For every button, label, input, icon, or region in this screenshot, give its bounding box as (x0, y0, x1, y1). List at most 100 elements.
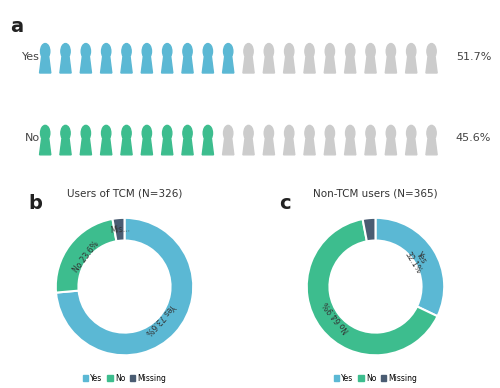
Circle shape (142, 43, 152, 59)
Polygon shape (202, 57, 213, 73)
Circle shape (61, 43, 70, 59)
Circle shape (122, 125, 131, 141)
Polygon shape (324, 139, 336, 155)
Polygon shape (60, 139, 71, 155)
Polygon shape (365, 139, 376, 155)
Circle shape (81, 43, 90, 59)
Polygon shape (121, 57, 132, 73)
Polygon shape (121, 139, 132, 155)
Circle shape (325, 125, 334, 141)
Polygon shape (344, 139, 356, 155)
Polygon shape (40, 139, 51, 155)
Polygon shape (406, 139, 417, 155)
Wedge shape (307, 219, 438, 355)
Polygon shape (141, 57, 152, 73)
Text: c: c (280, 194, 291, 213)
Circle shape (81, 125, 90, 141)
Circle shape (244, 43, 253, 59)
Circle shape (203, 43, 212, 59)
Text: Yes 73.6%: Yes 73.6% (144, 302, 176, 336)
Circle shape (102, 43, 111, 59)
Text: 51.7%: 51.7% (456, 52, 491, 62)
Circle shape (386, 125, 396, 141)
Polygon shape (426, 57, 437, 73)
Polygon shape (243, 57, 254, 73)
Circle shape (224, 43, 233, 59)
Polygon shape (263, 57, 274, 73)
Legend: Yes, No, Missing: Yes, No, Missing (330, 371, 420, 386)
Circle shape (346, 125, 355, 141)
Polygon shape (222, 57, 234, 73)
Circle shape (142, 125, 152, 141)
Polygon shape (182, 139, 193, 155)
Polygon shape (100, 57, 112, 73)
Circle shape (162, 43, 172, 59)
Circle shape (427, 43, 436, 59)
Polygon shape (284, 57, 295, 73)
Polygon shape (385, 57, 396, 73)
Circle shape (427, 125, 436, 141)
Circle shape (366, 43, 375, 59)
Circle shape (305, 43, 314, 59)
Circle shape (386, 43, 396, 59)
Polygon shape (344, 57, 356, 73)
Circle shape (346, 43, 355, 59)
Circle shape (325, 43, 334, 59)
Circle shape (406, 125, 416, 141)
Polygon shape (100, 139, 112, 155)
Circle shape (224, 125, 233, 141)
Circle shape (264, 125, 274, 141)
Text: No: No (25, 133, 40, 144)
Polygon shape (80, 139, 92, 155)
Polygon shape (141, 139, 152, 155)
Polygon shape (222, 139, 234, 155)
Legend: Yes, No, Missing: Yes, No, Missing (80, 371, 170, 386)
Circle shape (183, 43, 192, 59)
Circle shape (366, 125, 375, 141)
Circle shape (122, 43, 131, 59)
Circle shape (162, 125, 172, 141)
Circle shape (305, 125, 314, 141)
Wedge shape (112, 218, 124, 241)
Circle shape (40, 125, 50, 141)
Polygon shape (284, 139, 295, 155)
Title: Non-TCM users (N=365): Non-TCM users (N=365) (313, 189, 438, 199)
Wedge shape (362, 218, 376, 241)
Text: No 64.9%: No 64.9% (322, 300, 351, 334)
Polygon shape (162, 139, 173, 155)
Polygon shape (263, 139, 274, 155)
Circle shape (406, 43, 416, 59)
Text: Mis...: Mis... (109, 224, 130, 235)
Circle shape (102, 125, 111, 141)
Polygon shape (40, 57, 51, 73)
Polygon shape (182, 57, 193, 73)
Wedge shape (376, 218, 444, 316)
Polygon shape (304, 57, 315, 73)
Polygon shape (202, 139, 213, 155)
Polygon shape (243, 139, 254, 155)
Circle shape (203, 125, 212, 141)
Circle shape (61, 125, 70, 141)
Polygon shape (162, 57, 173, 73)
Circle shape (183, 125, 192, 141)
Wedge shape (56, 218, 193, 355)
Polygon shape (60, 57, 71, 73)
Polygon shape (385, 139, 396, 155)
Circle shape (264, 43, 274, 59)
Polygon shape (365, 57, 376, 73)
Circle shape (284, 125, 294, 141)
Circle shape (40, 43, 50, 59)
Text: No 23.6%: No 23.6% (72, 240, 101, 275)
Polygon shape (304, 139, 315, 155)
Text: a: a (10, 17, 23, 36)
Title: Users of TCM (N=326): Users of TCM (N=326) (67, 189, 182, 199)
Polygon shape (80, 57, 92, 73)
Polygon shape (406, 57, 417, 73)
Polygon shape (324, 57, 336, 73)
Wedge shape (56, 219, 116, 293)
Circle shape (244, 125, 253, 141)
Polygon shape (426, 139, 437, 155)
Text: b: b (28, 194, 42, 213)
Text: Yes
32.1%: Yes 32.1% (403, 245, 432, 275)
Text: Yes: Yes (22, 52, 40, 62)
